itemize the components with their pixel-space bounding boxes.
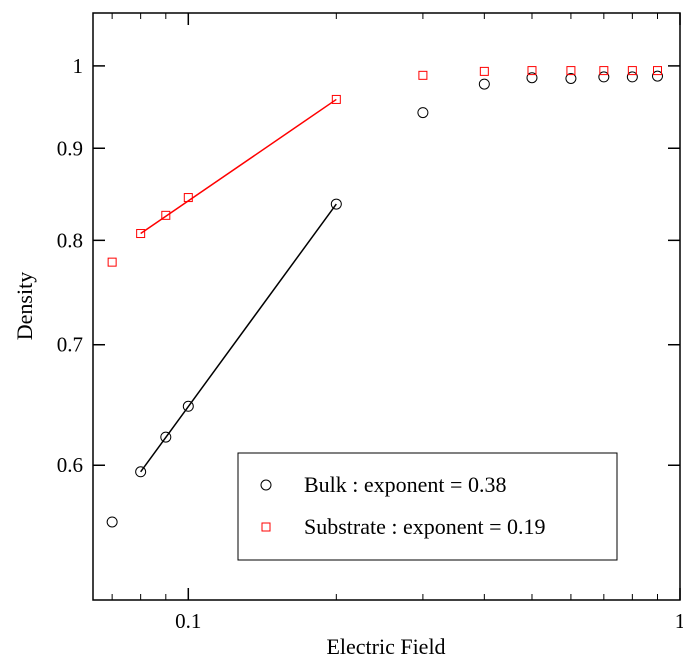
bulk-data-point [106, 516, 118, 528]
y-tick-label: 0.7 [57, 333, 83, 357]
legend-marker-substrate [261, 522, 271, 532]
fit-lines [140, 98, 337, 473]
y-tick-label: 0.9 [57, 136, 83, 160]
plot-frame [92, 12, 681, 601]
legend-box [237, 452, 618, 561]
x-tick-label: 1 [675, 609, 683, 633]
legend-label-substrate: Substrate : exponent = 0.19 [304, 514, 546, 539]
substrate-data-point [107, 257, 117, 267]
bulk-data-point [330, 198, 342, 210]
bulk-data-point [135, 466, 147, 478]
substrate-data-point [136, 229, 146, 239]
substrate-data-point [653, 66, 663, 76]
bulk-data-point [652, 70, 664, 82]
bulk-data-point [565, 73, 577, 85]
data-markers [106, 66, 664, 528]
bulk-fit-line [140, 203, 337, 473]
bulk-data-point [526, 72, 538, 84]
bulk-data-point [417, 107, 429, 119]
bulk-data-point [626, 71, 638, 83]
bulk-data-point [598, 71, 610, 83]
y-axis-title: Density [12, 272, 37, 340]
substrate-data-point [183, 193, 193, 203]
bulk-data-point [160, 431, 172, 443]
bulk-data-point [478, 78, 490, 90]
x-tick-label: 0.1 [175, 609, 201, 633]
y-tick-label: 1 [73, 54, 84, 78]
substrate-data-point [418, 70, 428, 80]
axis-ticks: 0.1 1 0.6 0.7 0.8 0.9 1 [57, 13, 683, 633]
substrate-data-point [527, 66, 537, 76]
substrate-data-point [627, 66, 637, 76]
legend-marker-bulk [260, 479, 272, 491]
substrate-fit-line [140, 98, 337, 235]
x-axis-title: Electric Field [326, 634, 445, 659]
y-tick-label: 0.6 [57, 453, 83, 477]
substrate-data-point [161, 210, 171, 220]
y-tick-label: 0.8 [57, 228, 83, 252]
bulk-data-point [182, 400, 194, 412]
legend-label-bulk: Bulk : exponent = 0.38 [304, 472, 506, 497]
substrate-data-point [479, 66, 489, 76]
legend: Bulk : exponent = 0.38 Substrate : expon… [237, 452, 618, 561]
substrate-data-point [331, 94, 341, 104]
substrate-data-point [599, 66, 609, 76]
substrate-data-point [566, 66, 576, 76]
